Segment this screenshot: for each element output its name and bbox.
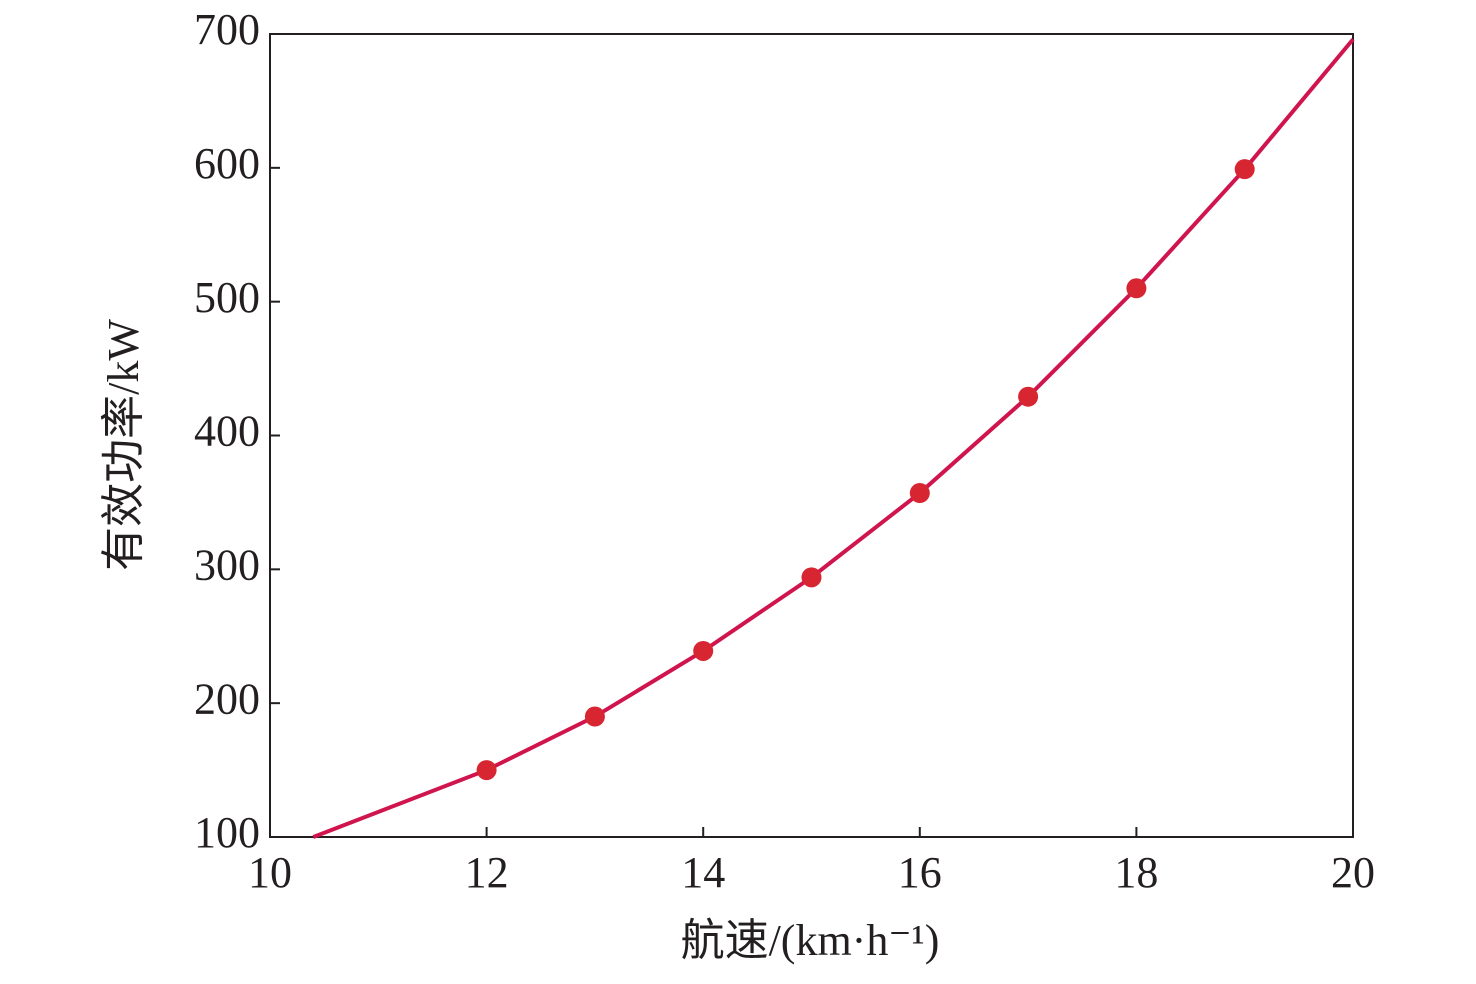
y-tick-label: 100 <box>194 808 260 857</box>
y-axis-label: 有效功率/kW <box>99 319 148 571</box>
data-point <box>584 706 605 727</box>
plot-frame <box>269 33 1354 838</box>
x-axis-label: 航速/(km·h⁻¹) <box>681 916 940 965</box>
data-line <box>312 38 1355 839</box>
y-tick-label: 400 <box>194 407 260 456</box>
y-tick-label: 300 <box>194 540 260 589</box>
data-point <box>801 567 822 588</box>
data-point <box>1018 386 1039 407</box>
x-tick-label: 14 <box>681 848 725 897</box>
x-tick-label: 18 <box>1114 848 1158 897</box>
y-tick-label: 500 <box>194 273 260 322</box>
y-tick-label: 700 <box>194 5 260 54</box>
y-tick-label: 600 <box>194 139 260 188</box>
x-tick-label: 16 <box>898 848 942 897</box>
x-tick-label: 12 <box>465 848 509 897</box>
x-tick-label: 20 <box>1331 848 1375 897</box>
data-point <box>693 640 714 661</box>
y-tick-label: 200 <box>194 674 260 723</box>
data-point <box>1234 159 1255 180</box>
x-tick-label: 10 <box>248 848 292 897</box>
data-point <box>909 483 930 504</box>
data-point <box>476 760 497 781</box>
data-point <box>1126 278 1147 299</box>
